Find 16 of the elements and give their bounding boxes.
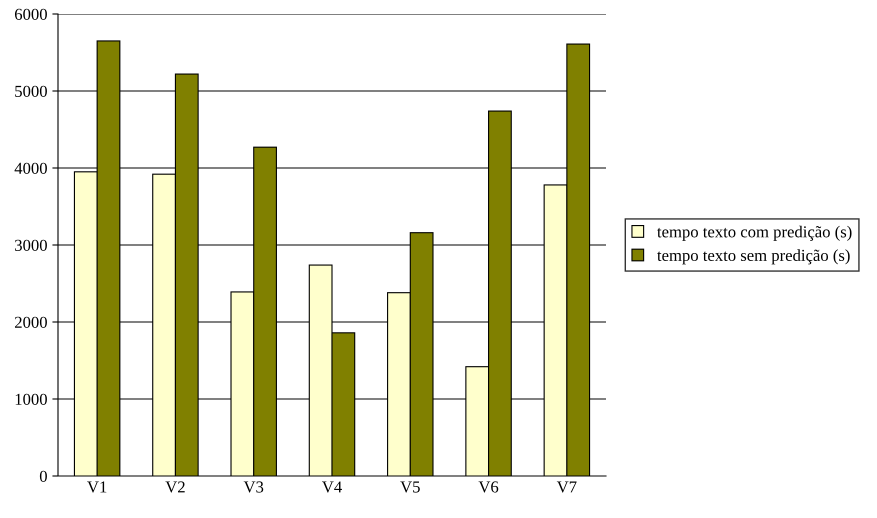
y-tick-label: 4000	[14, 162, 47, 174]
legend-label: tempo texto sem predição (s)	[657, 249, 850, 264]
x-tick-label: V4	[322, 481, 342, 493]
y-tick-label: 5000	[15, 86, 47, 97]
x-tick-label: V7	[556, 482, 577, 493]
x-tick-label: V5	[400, 482, 420, 493]
y-tick-label: 3000	[15, 240, 47, 251]
y-tick-label: 1000	[16, 394, 47, 405]
legend-label: tempo texto com predição (s)	[657, 226, 852, 241]
y-tick-label: 6000	[14, 8, 47, 20]
y-tick-label: 0	[40, 470, 47, 482]
x-tick-label: V1	[87, 481, 106, 493]
x-tick-label: V6	[478, 481, 498, 493]
x-tick-label: V2	[165, 481, 185, 493]
x-tick-label: V3	[244, 481, 264, 493]
y-tick-label: 2000	[14, 316, 47, 328]
